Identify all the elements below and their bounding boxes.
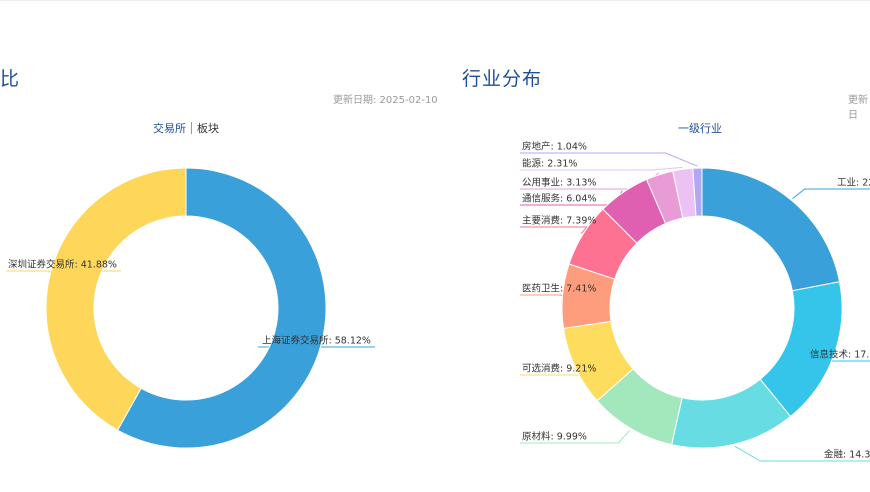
left-panel-title: 比 bbox=[0, 68, 21, 90]
chart2-label-11: 房地产: 1.04% bbox=[522, 141, 587, 153]
chart2-label-1: 工业: 22 bbox=[837, 178, 870, 189]
chart2-slice-11[interactable] bbox=[692, 167, 703, 217]
chart2-label-3: 金融: 14.38 bbox=[824, 449, 870, 461]
right-panel-title: 行业分布 bbox=[462, 68, 543, 90]
chart2-label-9: 公用事业: 3.13% bbox=[522, 177, 596, 189]
chart2-label-10: 能源: 2.31% bbox=[522, 158, 577, 170]
tab-exchange[interactable]: 交易所 bbox=[153, 122, 186, 135]
chart1-slice-1[interactable] bbox=[116, 167, 327, 449]
chart2-slice-1[interactable] bbox=[701, 167, 841, 292]
chart2-leader-4 bbox=[520, 429, 631, 444]
chart2-leader-1 bbox=[792, 188, 870, 199]
chart1-slice-2[interactable] bbox=[45, 167, 187, 431]
tab-sector[interactable]: 板块 bbox=[197, 122, 219, 135]
chart2-label-7: 主要消费: 7.39% bbox=[522, 215, 596, 227]
chart2-label-2: 信息技术: 17.1 bbox=[810, 349, 870, 361]
chart2-label-4: 原材料: 9.99% bbox=[522, 431, 587, 443]
chart2-label-5: 可选消费: 9.21% bbox=[522, 363, 596, 375]
chart2-label-8: 通信服务: 6.04% bbox=[522, 193, 596, 205]
tab-separator bbox=[191, 122, 192, 134]
exchange-tab-bar: 交易所 板块 bbox=[153, 120, 219, 136]
tab-level1-industry[interactable]: 一级行业 bbox=[678, 122, 722, 135]
top-divider bbox=[0, 0, 870, 1]
chart1-label-2: 深圳证券交易所: 41.88% bbox=[8, 259, 117, 271]
left-update-date: 更新日期: 2025-02-10 bbox=[333, 95, 438, 106]
chart2-leader-10 bbox=[520, 166, 683, 171]
right-update-date: 更新日 bbox=[848, 95, 868, 121]
chart2-leader-3 bbox=[734, 445, 870, 462]
chart2-leader-11 bbox=[520, 152, 698, 167]
chart2-label-6: 医药卫生: 7.41% bbox=[522, 283, 596, 295]
chart1-label-1: 上海证券交易所: 58.12% bbox=[262, 335, 371, 347]
